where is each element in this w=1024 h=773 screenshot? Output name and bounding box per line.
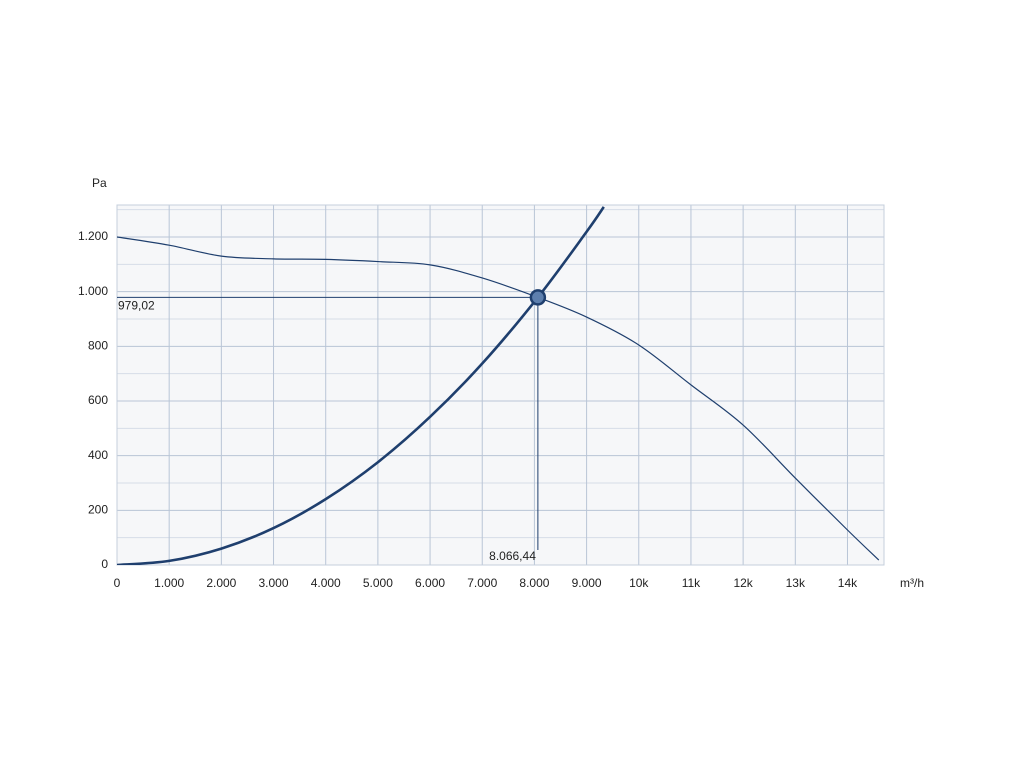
y-tick-label: 200 (88, 503, 108, 517)
y-tick-label: 400 (88, 448, 108, 462)
x-tick-label: 4.000 (311, 576, 341, 590)
x-tick-label: 12k (733, 576, 753, 590)
x-tick-label: 2.000 (206, 576, 236, 590)
y-tick-label: 1.000 (78, 284, 108, 298)
x-axis-label: m³/h (900, 576, 924, 590)
x-tick-label: 14k (838, 576, 858, 590)
plot-area (117, 205, 884, 565)
x-tick-label: 9.000 (572, 576, 602, 590)
x-tick-label: 6.000 (415, 576, 445, 590)
x-tick-label: 11k (682, 576, 701, 590)
operating-y-label: 979,02 (118, 299, 155, 313)
y-tick-label: 800 (88, 338, 108, 352)
x-tick-label: 0 (114, 576, 121, 590)
operating-point (529, 289, 547, 306)
y-tick-label: 600 (88, 393, 108, 407)
y-axis-label: Pa (92, 176, 107, 190)
x-tick-label: 7.000 (467, 576, 497, 590)
x-tick-label: 10k (629, 576, 649, 590)
line (117, 236, 880, 561)
operating-x-label: 8.066,44 (489, 549, 536, 563)
x-tick-label: 3.000 (259, 576, 289, 590)
plot-border (116, 204, 885, 566)
x-tick-label: 13k (786, 576, 806, 590)
y-tick-label: 0 (101, 557, 108, 571)
x-tick-label: 8.000 (519, 576, 549, 590)
x-tick-label: 1.000 (154, 576, 184, 590)
y-tick-label: 1.200 (78, 229, 108, 243)
line (117, 206, 605, 565)
x-tick-label: 5.000 (363, 576, 393, 590)
